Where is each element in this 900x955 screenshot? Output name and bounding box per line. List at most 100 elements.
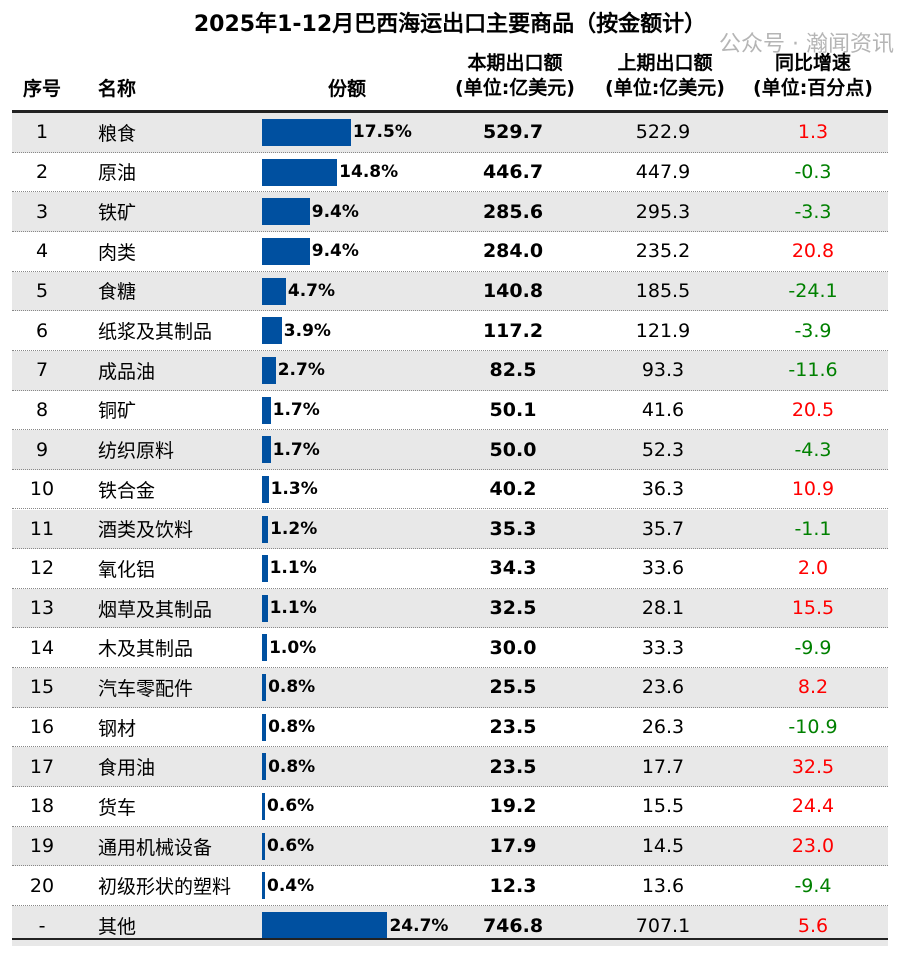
share-bar: [262, 119, 351, 146]
row-index: 7: [35, 359, 49, 382]
share-label: 1.3%: [270, 479, 318, 500]
watermark: 公众号 · 瀚闻资讯: [719, 32, 894, 57]
yoy-value: -9.4: [794, 874, 832, 897]
row-index: -: [38, 914, 46, 937]
previous-value: 28.1: [641, 597, 685, 620]
row-name: 铁合金: [98, 479, 156, 502]
share-label: 0.4%: [267, 875, 315, 896]
row-name: 原油: [98, 162, 137, 185]
current-value: 17.9: [489, 835, 537, 857]
row-name: 钢材: [98, 717, 137, 740]
table-row: 6 纸浆及其制品 3.9% 117.2 121.9 -3.9: [12, 311, 888, 351]
share-label: 0.6%: [267, 836, 315, 856]
table-row: 10 铁合金 1.3% 40.2 36.3 10.9: [12, 470, 888, 510]
table-row: 19 通用机械设备 0.6% 17.9 14.5 23.0: [12, 826, 888, 867]
previous-value: 14.5: [641, 835, 685, 857]
share-label: 1.1%: [269, 598, 317, 619]
row-name: 通用机械设备: [98, 836, 213, 859]
share-label: 0.8%: [268, 756, 316, 777]
previous-value: 447.9: [635, 160, 691, 183]
table-title: 2025年1-12月巴西海运出口主要商品（按金额计）: [193, 12, 707, 37]
table-row: 11 酒类及饮料 1.2% 35.3 35.7 -1.1: [12, 509, 888, 550]
header-current-label: 本期出口额: [467, 52, 563, 74]
current-value: 117.2: [482, 319, 544, 342]
share-bar: [262, 317, 282, 345]
current-value: 34.3: [489, 557, 537, 580]
yoy-value: 24.4: [791, 795, 835, 818]
yoy-value: -3.3: [794, 200, 832, 223]
row-name: 其他: [98, 916, 137, 939]
current-value: 25.5: [489, 676, 537, 699]
yoy-value: 8.2: [797, 676, 829, 699]
row-name: 氧化铝: [98, 558, 156, 581]
previous-value: 23.6: [641, 676, 685, 699]
share-bar: [262, 475, 269, 503]
share-bar: [262, 912, 388, 939]
row-index: 18: [29, 795, 55, 818]
share-label: 9.4%: [311, 201, 359, 222]
row-name: 成品油: [98, 360, 156, 383]
header-yoy-unit: (单位:百分点): [753, 77, 873, 99]
share-label: 0.8%: [268, 677, 316, 698]
current-value: 284.0: [482, 240, 544, 263]
table-row: 13 烟草及其制品 1.1% 32.5 28.1 15.5: [12, 588, 888, 629]
previous-value: 707.1: [635, 914, 691, 937]
yoy-value: 5.6: [797, 914, 829, 937]
table-row: 7 成品油 2.7% 82.5 93.3 -11.6: [12, 350, 888, 391]
header-idx: 序号: [22, 78, 61, 100]
share-bar: [262, 237, 310, 265]
previous-value: 36.3: [641, 478, 685, 501]
share-bar: [262, 436, 271, 464]
header-current-unit: (单位:亿美元): [455, 77, 575, 99]
table-row: 3 铁矿 9.4% 285.6 295.3 -3.3: [12, 192, 888, 232]
table-row: 17 食用油 0.8% 23.5 17.7 32.5: [12, 747, 888, 788]
header-current: 本期出口额 (单位:亿美元): [445, 50, 585, 110]
previous-value: 15.5: [641, 795, 685, 818]
share-label: 1.7%: [272, 399, 320, 420]
yoy-value: 20.5: [791, 398, 835, 421]
share-label: 14.8%: [339, 161, 399, 182]
current-value: 19.2: [489, 795, 537, 818]
share-bar: [262, 713, 267, 741]
previous-value: 26.3: [641, 716, 685, 739]
row-index: 11: [29, 517, 55, 540]
header-rule: [12, 110, 888, 113]
share-bar: [262, 555, 268, 583]
row-index: 4: [35, 240, 49, 263]
yoy-value: 20.8: [791, 240, 835, 263]
row-name: 初级形状的塑料: [98, 876, 232, 899]
header-previous: 上期出口额 (单位:亿美元): [595, 50, 735, 110]
share-bar: [262, 634, 268, 662]
current-value: 529.7: [482, 121, 544, 144]
share-bar: [262, 753, 267, 781]
bottom-rule: [12, 938, 888, 940]
row-index: 5: [35, 279, 49, 302]
table-row: 9 纺织原料 1.7% 50.0 52.3 -4.3: [12, 430, 888, 470]
share-bar: [262, 872, 265, 900]
header-previous-label: 上期出口额: [617, 52, 713, 74]
row-name: 食糖: [98, 281, 137, 304]
table-row: 16 钢材 0.8% 23.5 26.3 -10.9: [12, 708, 888, 748]
yoy-value: -24.1: [788, 279, 838, 302]
yoy-value: 1.3: [797, 121, 829, 144]
share-label: 3.9%: [283, 320, 331, 341]
row-index: 10: [29, 478, 55, 501]
share-label: 1.0%: [269, 637, 317, 658]
row-name: 汽车零配件: [98, 677, 194, 700]
share-bar: [262, 594, 268, 622]
current-value: 140.8: [482, 279, 544, 302]
share-label: 1.7%: [272, 439, 320, 460]
row-name: 酒类及饮料: [98, 519, 194, 542]
current-value: 82.5: [489, 359, 537, 382]
current-value: 32.5: [489, 597, 537, 620]
row-index: 9: [35, 438, 49, 461]
row-index: 17: [29, 755, 55, 778]
yoy-value: 10.9: [791, 478, 835, 501]
yoy-value: -3.9: [794, 319, 832, 342]
row-name: 纺织原料: [98, 440, 175, 462]
row-index: 3: [35, 200, 49, 223]
yoy-value: -1.1: [794, 517, 832, 540]
row-index: 1: [35, 121, 49, 144]
row-name: 肉类: [98, 241, 137, 264]
